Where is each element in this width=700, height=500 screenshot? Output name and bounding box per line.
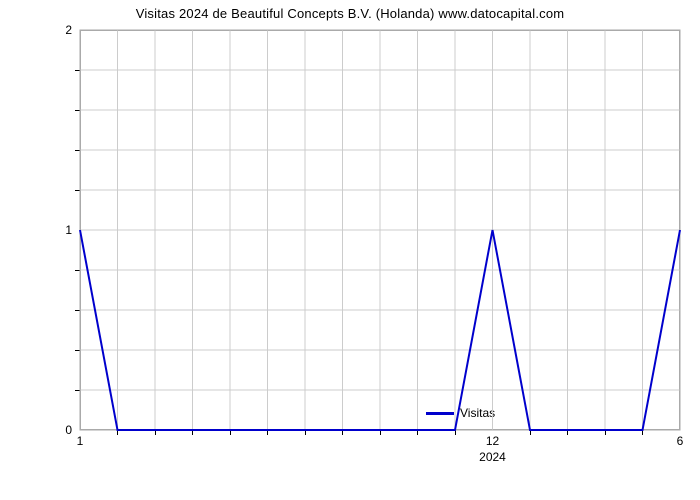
chart-svg (0, 0, 700, 500)
chart-container: Visitas 2024 de Beautiful Concepts B.V. … (0, 0, 700, 500)
